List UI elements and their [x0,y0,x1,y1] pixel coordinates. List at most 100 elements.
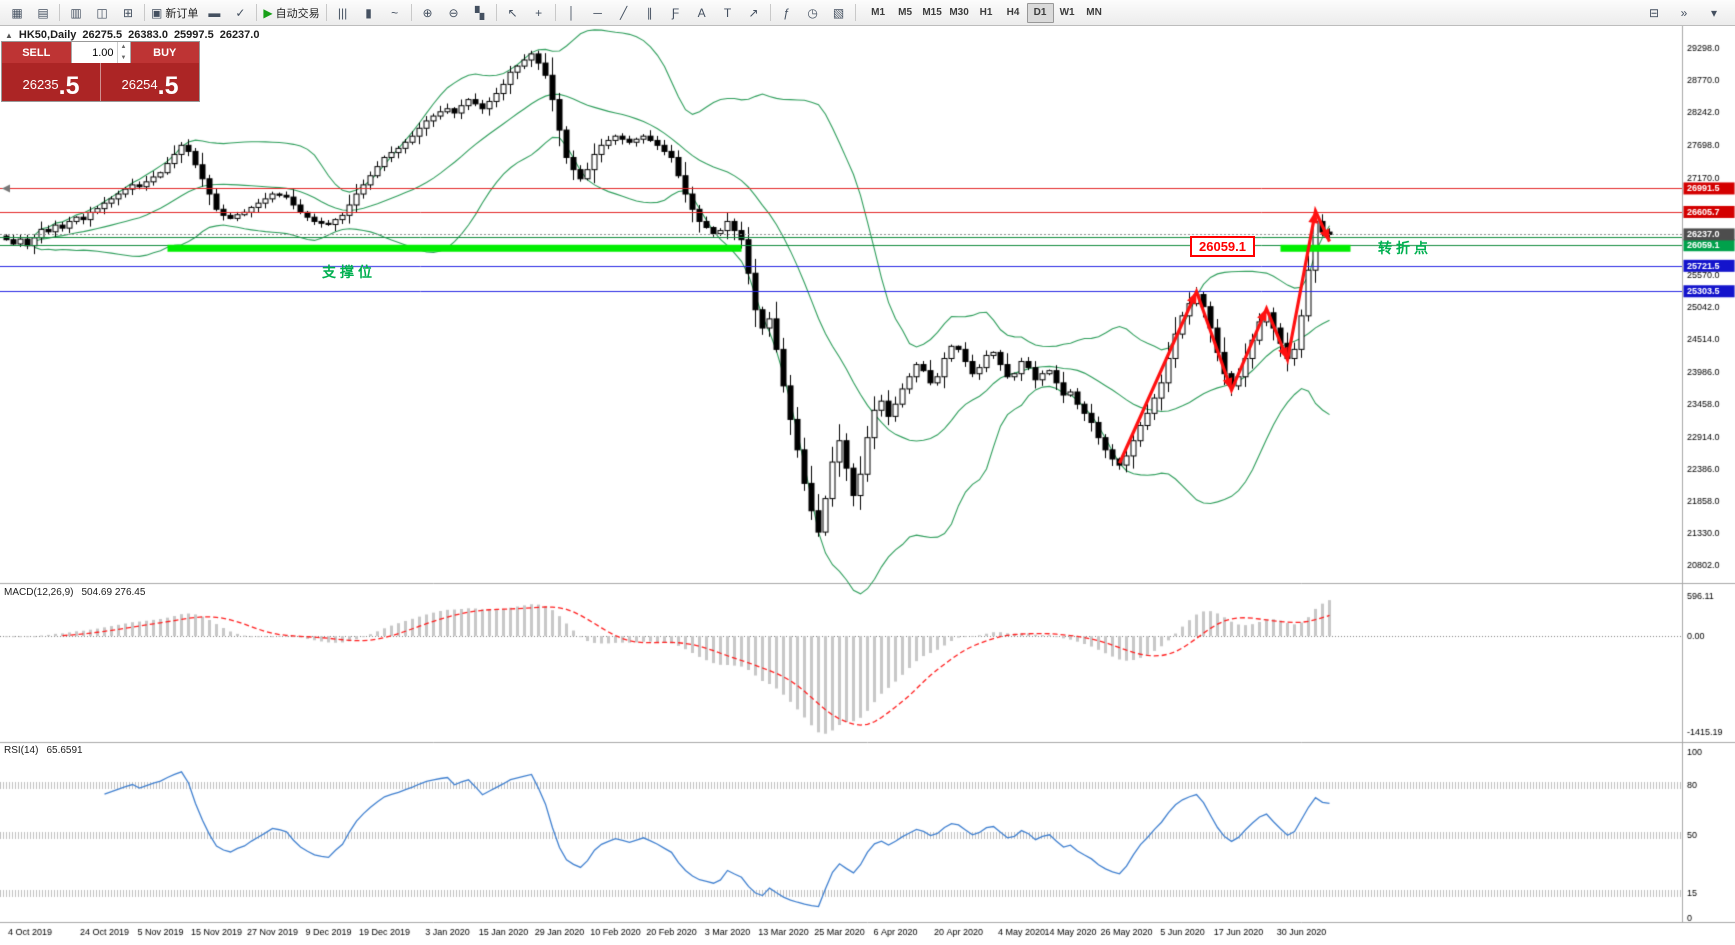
timeframe-button-m5[interactable]: M5 [898,7,913,18]
bar-chart-button[interactable]: ||| [330,2,356,24]
zoom-out-icon: ⊖ [448,5,459,20]
macd-values: 504.69 276.45 [81,587,146,598]
volume-input[interactable]: 1.00 ▲ ▼ [70,42,131,63]
candlestick-chart-icon: ▮ [365,5,372,20]
indicators-icon: ƒ [783,5,790,20]
template-button[interactable]: ▧ [826,2,852,24]
toolbar-separator [769,4,771,21]
buy-button[interactable]: BUY [130,42,199,63]
profiles-button[interactable]: ▤ [30,2,56,24]
text-button[interactable]: A [689,2,715,24]
window-button[interactable]: ⊟ [1641,2,1667,24]
chart-open: 26275.5 [82,29,123,41]
periods-button[interactable]: ◷ [800,2,826,24]
chart-symbol: HK50,Daily [18,29,77,41]
line-chart-button[interactable]: ~ [382,2,408,24]
toolbar-separator [410,4,412,21]
timeframe-button-w1[interactable]: W1 [1059,7,1075,18]
new-chart-button[interactable]: ▦ [4,2,30,24]
panel-toggle-icon: ▾ [1710,5,1718,20]
toolbar-separator [59,4,60,21]
strategy-tester-icon: ✓ [235,5,246,20]
overflow-button[interactable]: » [1671,2,1697,24]
trendline-button[interactable]: ╱ [611,2,637,24]
chart-low: 25997.5 [173,29,214,41]
channel-button[interactable]: ∥ [637,2,663,24]
arrows-button[interactable]: ↗ [741,2,767,24]
chart-high: 26383.0 [128,29,168,41]
toolbar-separator [854,4,856,21]
label-button[interactable]: T [715,2,741,24]
tile-windows-icon: ▚ [474,5,485,20]
chart-close: 26237.0 [219,29,260,41]
horizontal-line-icon: ─ [593,5,602,20]
strategy-tester-button[interactable]: ✓ [227,2,253,24]
volume-down-icon[interactable]: ▼ [120,54,127,61]
candlestick-chart-button[interactable]: ▮ [356,2,382,24]
panel-toggle-button[interactable]: ▾ [1701,2,1727,24]
profiles-icon: ▤ [37,5,49,20]
trendline-icon: ╱ [619,5,628,20]
chart-window: ▲ HK50,Daily 26275.5 26383.0 25997.5 262… [0,26,1735,945]
text-icon: A [697,5,706,20]
buy-price-button[interactable]: 26254.5 [101,63,199,101]
crosshair-icon: + [535,5,543,20]
one-click-trading-panel: SELL 1.00 ▲ ▼ BUY 26235.5 26254.5 [1,41,200,102]
sell-price-button[interactable]: 26235.5 [2,63,100,101]
market-watch-button[interactable]: ▥ [63,2,89,24]
zoom-out-button[interactable]: ⊖ [441,2,467,24]
rsi-indicator-header: RSI(14) 65.6591 [4,745,83,756]
autotrading-button[interactable]: ▶ 自动交易 [260,2,322,24]
vertical-line-button[interactable]: │ [559,2,585,24]
volume-stepper[interactable]: ▲ ▼ [116,42,130,63]
toolbar-separator [144,4,145,21]
toolbar: ▦ ▤ ▥ ◫ ⊞ ▣ 新订单 ▬ ✓ ▶ 自动交易 ||| ▮ ~ ⊕ ⊖ ▚ ↖ + │ ─ ╱ ∥ Ƒ A T ↗ ƒ ◷ ▧ M1… [0,0,1735,26]
timeframe-button-m30[interactable]: M30 [949,7,969,18]
new-order-button[interactable]: ▣ 新订单 [148,2,201,24]
bar-chart-icon: ||| [337,5,348,20]
data-window-button[interactable]: ◫ [89,2,115,24]
indicators-button[interactable]: ƒ [774,2,800,24]
terminal-button[interactable]: ▬ [201,2,227,24]
chart-canvas[interactable] [0,26,1735,945]
vertical-line-icon: │ [567,5,576,20]
timeframe-button-h4[interactable]: H4 [1006,7,1020,18]
new-order-icon: ▣ [151,5,163,20]
timeframe-button-m15[interactable]: M15 [922,7,942,18]
timeframe-button-mn[interactable]: MN [1086,7,1102,18]
volume-value[interactable]: 1.00 [92,46,114,59]
support-level-annotation: 支撑位 [322,264,376,280]
fibonacci-icon: Ƒ [671,5,680,20]
price-divider [100,63,101,101]
timeframe-button-h1[interactable]: H1 [979,7,993,18]
market-watch-icon: ▥ [70,5,82,20]
fibonacci-button[interactable]: Ƒ [663,2,689,24]
volume-up-icon[interactable]: ▲ [120,44,127,50]
tile-windows-button[interactable]: ▚ [467,2,493,24]
terminal-icon: ▬ [208,5,221,20]
toolbar-separator [256,4,258,21]
crosshair-button[interactable]: + [526,2,552,24]
horizontal-line-button[interactable]: ─ [585,2,611,24]
zoom-in-button[interactable]: ⊕ [415,2,441,24]
line-chart-icon: ~ [391,5,399,20]
timeframe-button-m1[interactable]: M1 [871,7,886,18]
zoom-in-icon: ⊕ [422,5,433,20]
sell-price-pips: .5 [58,72,80,100]
cursor-button[interactable]: ↖ [500,2,526,24]
buy-price-pips: .5 [157,72,179,100]
navigator-icon: ⊞ [122,5,134,20]
timeframe-button-d1[interactable]: D1 [1026,2,1054,23]
navigator-button[interactable]: ⊞ [115,2,141,24]
label-icon: T [723,5,732,20]
sell-button[interactable]: SELL [2,42,71,63]
rsi-label: RSI(14) [4,745,39,756]
rsi-value: 65.6591 [46,745,83,756]
channel-icon: ∥ [646,5,653,20]
periods-icon: ◷ [807,5,818,20]
collapse-panel-icon[interactable]: ▲ [5,30,13,40]
window-icon: ⊟ [1648,5,1660,20]
toolbar-separator [495,4,497,21]
toolbar-separator [554,4,556,21]
new-order-label: 新订单 [165,7,199,20]
